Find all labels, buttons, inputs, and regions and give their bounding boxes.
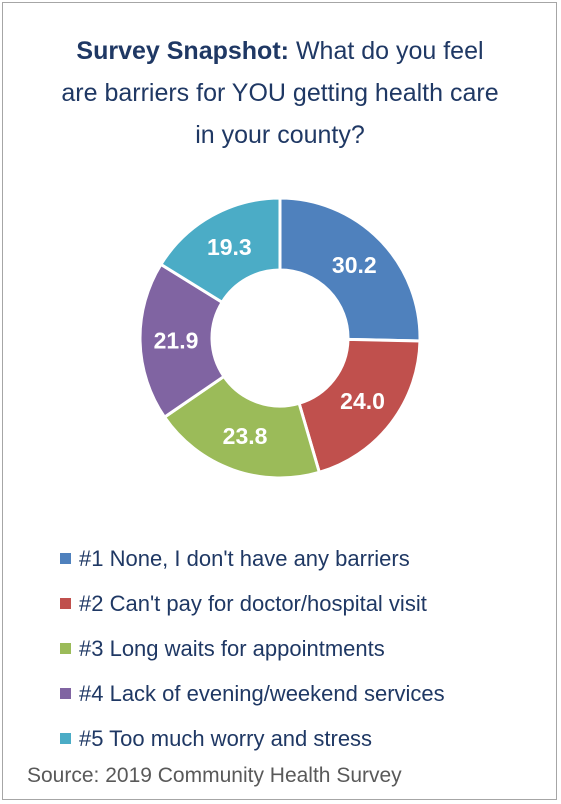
donut-slice-5 — [158, 196, 282, 305]
chart-legend: #1 None, I don't have any barriers #2 Ca… — [60, 536, 445, 761]
data-label-4: 21.9 — [154, 327, 199, 353]
legend-item-1: #1 None, I don't have any barriers — [60, 536, 445, 581]
chart-title-lead: Survey Snapshot: — [76, 37, 289, 65]
donut-slice-2 — [297, 337, 422, 475]
donut-slice-3 — [162, 374, 322, 480]
legend-item-3: #3 Long waits for appointments — [60, 626, 445, 671]
legend-swatch-1 — [60, 553, 71, 564]
legend-swatch-2 — [60, 598, 71, 609]
legend-item-5: #5 Too much worry and stress — [60, 716, 445, 761]
data-label-3: 23.8 — [223, 423, 268, 449]
legend-swatch-5 — [60, 733, 71, 744]
data-label-5: 19.3 — [207, 234, 252, 260]
legend-item-4: #4 Lack of evening/weekend services — [60, 671, 445, 716]
donut-slice-1 — [278, 196, 422, 343]
legend-label-5: #5 Too much worry and stress — [79, 725, 373, 751]
data-label-1: 30.2 — [332, 252, 377, 278]
legend-label-3: #3 Long waits for appointments — [79, 635, 385, 661]
chart-title: Survey Snapshot: What do you feel are ba… — [60, 30, 500, 156]
legend-swatch-3 — [60, 643, 71, 654]
chart-title-question: What do you feel are barriers for YOU ge… — [61, 37, 499, 149]
legend-label-4: #4 Lack of evening/weekend services — [79, 680, 445, 706]
source-note: Source: 2019 Community Health Survey — [27, 764, 402, 787]
donut-slice-4 — [138, 262, 226, 420]
data-label-2: 24.0 — [340, 388, 385, 414]
legend-label-1: #1 None, I don't have any barriers — [79, 545, 410, 571]
legend-item-2: #2 Can't pay for doctor/hospital visit — [60, 581, 445, 626]
legend-swatch-4 — [60, 688, 71, 699]
legend-label-2: #2 Can't pay for doctor/hospital visit — [79, 590, 427, 616]
donut-chart: 30.2 24.0 23.8 21.9 19.3 — [138, 196, 422, 480]
